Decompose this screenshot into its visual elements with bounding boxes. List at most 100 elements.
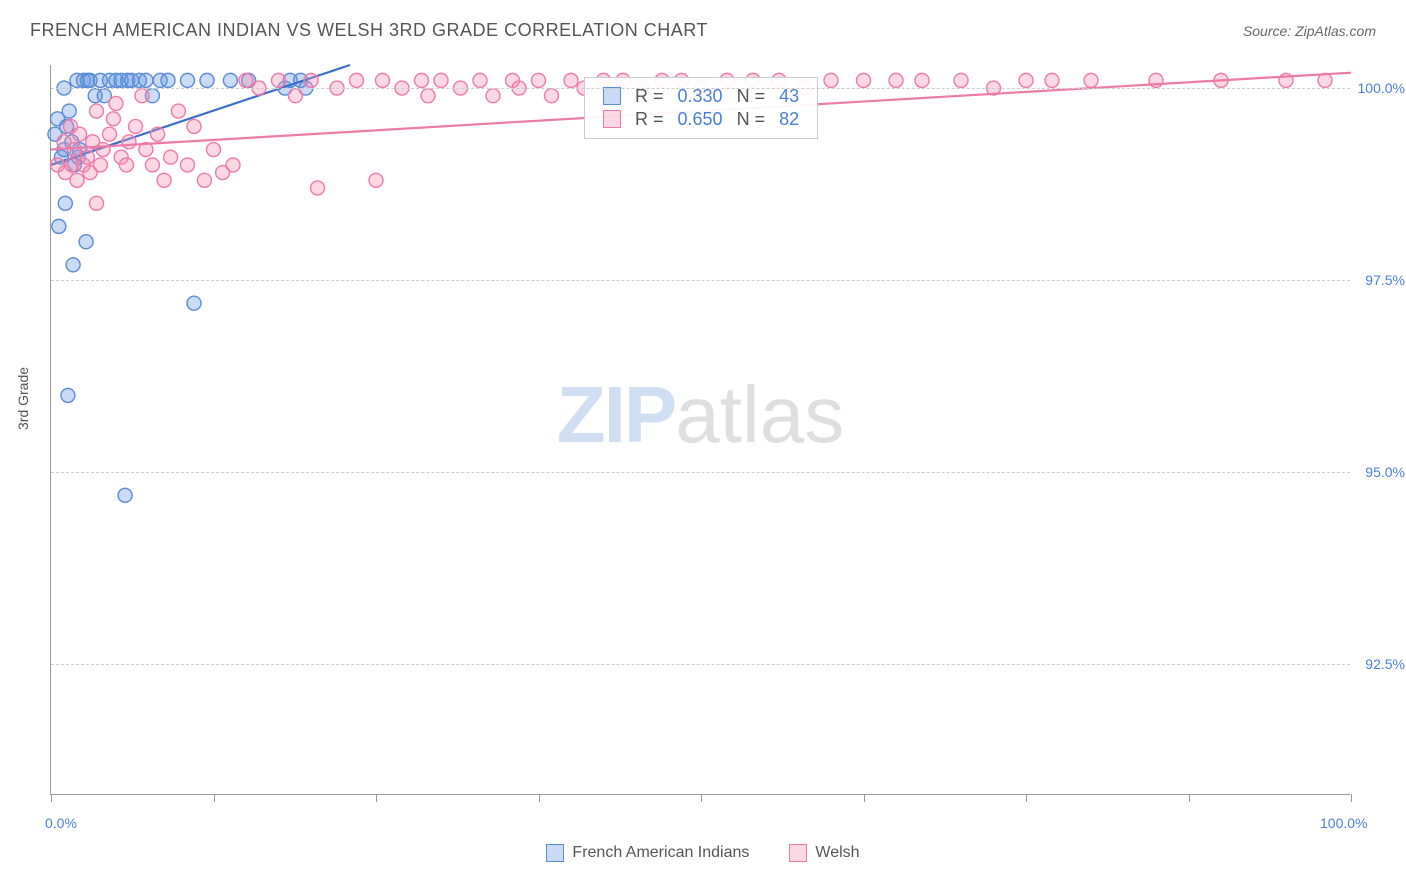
- scatter-point: [129, 119, 143, 133]
- scatter-point: [90, 104, 104, 118]
- scatter-point: [106, 112, 120, 126]
- scatter-point: [62, 104, 76, 118]
- correlation-stats-box: R = 0.330 N = 43 R = 0.650 N = 82: [584, 77, 818, 139]
- scatter-point: [1019, 73, 1033, 87]
- xtick: [376, 794, 377, 802]
- scatter-point: [80, 150, 94, 164]
- ytick-label: 92.5%: [1365, 656, 1405, 672]
- scatter-point: [434, 73, 448, 87]
- scatter-point: [473, 73, 487, 87]
- xtick: [1026, 794, 1027, 802]
- stats-row-2: R = 0.650 N = 82: [603, 109, 799, 130]
- scatter-point: [207, 143, 221, 157]
- xtick: [864, 794, 865, 802]
- scatter-point: [369, 173, 383, 187]
- scatter-point: [564, 73, 578, 87]
- scatter-point: [304, 73, 318, 87]
- xtick: [539, 794, 540, 802]
- source-label: Source: ZipAtlas.com: [1243, 23, 1376, 39]
- scatter-point: [73, 127, 87, 141]
- scatter-point: [857, 73, 871, 87]
- scatter-point: [164, 150, 178, 164]
- scatter-point: [545, 89, 559, 103]
- scatter-point: [139, 73, 153, 87]
- scatter-point: [118, 488, 132, 502]
- scatter-point: [58, 196, 72, 210]
- scatter-point: [1045, 73, 1059, 87]
- legend-item-2: Welsh: [789, 844, 859, 862]
- scatter-point: [824, 73, 838, 87]
- scatter-point: [151, 127, 165, 141]
- scatter-point: [145, 158, 159, 172]
- scatter-point: [311, 181, 325, 195]
- scatter-point: [66, 258, 80, 272]
- xtick: [51, 794, 52, 802]
- legend-item-1: French American Indians: [546, 844, 749, 862]
- gridline-h: [51, 280, 1350, 281]
- scatter-point: [272, 73, 286, 87]
- scatter-point: [93, 158, 107, 172]
- scatter-point: [52, 219, 66, 233]
- scatter-point: [187, 119, 201, 133]
- scatter-point: [181, 158, 195, 172]
- scatter-point: [103, 127, 117, 141]
- ytick-label: 100.0%: [1358, 80, 1405, 96]
- scatter-point: [135, 89, 149, 103]
- scatter-point: [109, 96, 123, 110]
- scatter-point: [197, 173, 211, 187]
- stats-swatch-pink: [603, 110, 621, 128]
- ytick-label: 97.5%: [1365, 272, 1405, 288]
- scatter-point: [61, 388, 75, 402]
- xtick-label-start: 0.0%: [45, 815, 77, 831]
- scatter-point: [223, 73, 237, 87]
- scatter-point: [171, 104, 185, 118]
- xtick: [701, 794, 702, 802]
- scatter-point: [187, 296, 201, 310]
- xtick: [1189, 794, 1190, 802]
- n-label-2: N =: [737, 109, 766, 130]
- scatter-point: [226, 158, 240, 172]
- gridline-h: [51, 664, 1350, 665]
- scatter-point: [161, 73, 175, 87]
- xtick: [214, 794, 215, 802]
- xtick-label-end: 100.0%: [1320, 815, 1367, 831]
- gridline-h: [51, 472, 1350, 473]
- bottom-legend: French American Indians Welsh: [0, 844, 1406, 862]
- legend-swatch-blue: [546, 844, 564, 862]
- scatter-point: [954, 73, 968, 87]
- chart-plot-area: ZIPatlas R = 0.330 N = 43 R = 0.650 N = …: [50, 65, 1350, 795]
- scatter-point: [239, 73, 253, 87]
- y-axis-label: 3rd Grade: [15, 367, 31, 430]
- scatter-point: [90, 196, 104, 210]
- scatter-point: [376, 73, 390, 87]
- scatter-point: [288, 89, 302, 103]
- ytick-label: 95.0%: [1365, 464, 1405, 480]
- stats-swatch-blue: [603, 87, 621, 105]
- scatter-point: [350, 73, 364, 87]
- xtick: [1351, 794, 1352, 802]
- scatter-point: [119, 158, 133, 172]
- legend-label-1: French American Indians: [572, 844, 749, 862]
- gridline-h: [51, 88, 1350, 89]
- scatter-point: [122, 135, 136, 149]
- scatter-point: [70, 173, 84, 187]
- legend-swatch-pink: [789, 844, 807, 862]
- chart-title: FRENCH AMERICAN INDIAN VS WELSH 3RD GRAD…: [30, 20, 708, 41]
- scatter-point: [532, 73, 546, 87]
- scatter-point: [200, 73, 214, 87]
- r-value-2: 0.650: [678, 109, 723, 130]
- scatter-point: [96, 143, 110, 157]
- scatter-point: [181, 73, 195, 87]
- r-label-2: R =: [635, 109, 664, 130]
- scatter-point: [915, 73, 929, 87]
- scatter-svg: [51, 65, 1350, 794]
- scatter-point: [889, 73, 903, 87]
- scatter-point: [79, 235, 93, 249]
- scatter-point: [1084, 73, 1098, 87]
- scatter-point: [415, 73, 429, 87]
- legend-label-2: Welsh: [815, 844, 859, 862]
- scatter-point: [157, 173, 171, 187]
- scatter-point: [421, 89, 435, 103]
- scatter-point: [486, 89, 500, 103]
- n-value-2: 82: [779, 109, 799, 130]
